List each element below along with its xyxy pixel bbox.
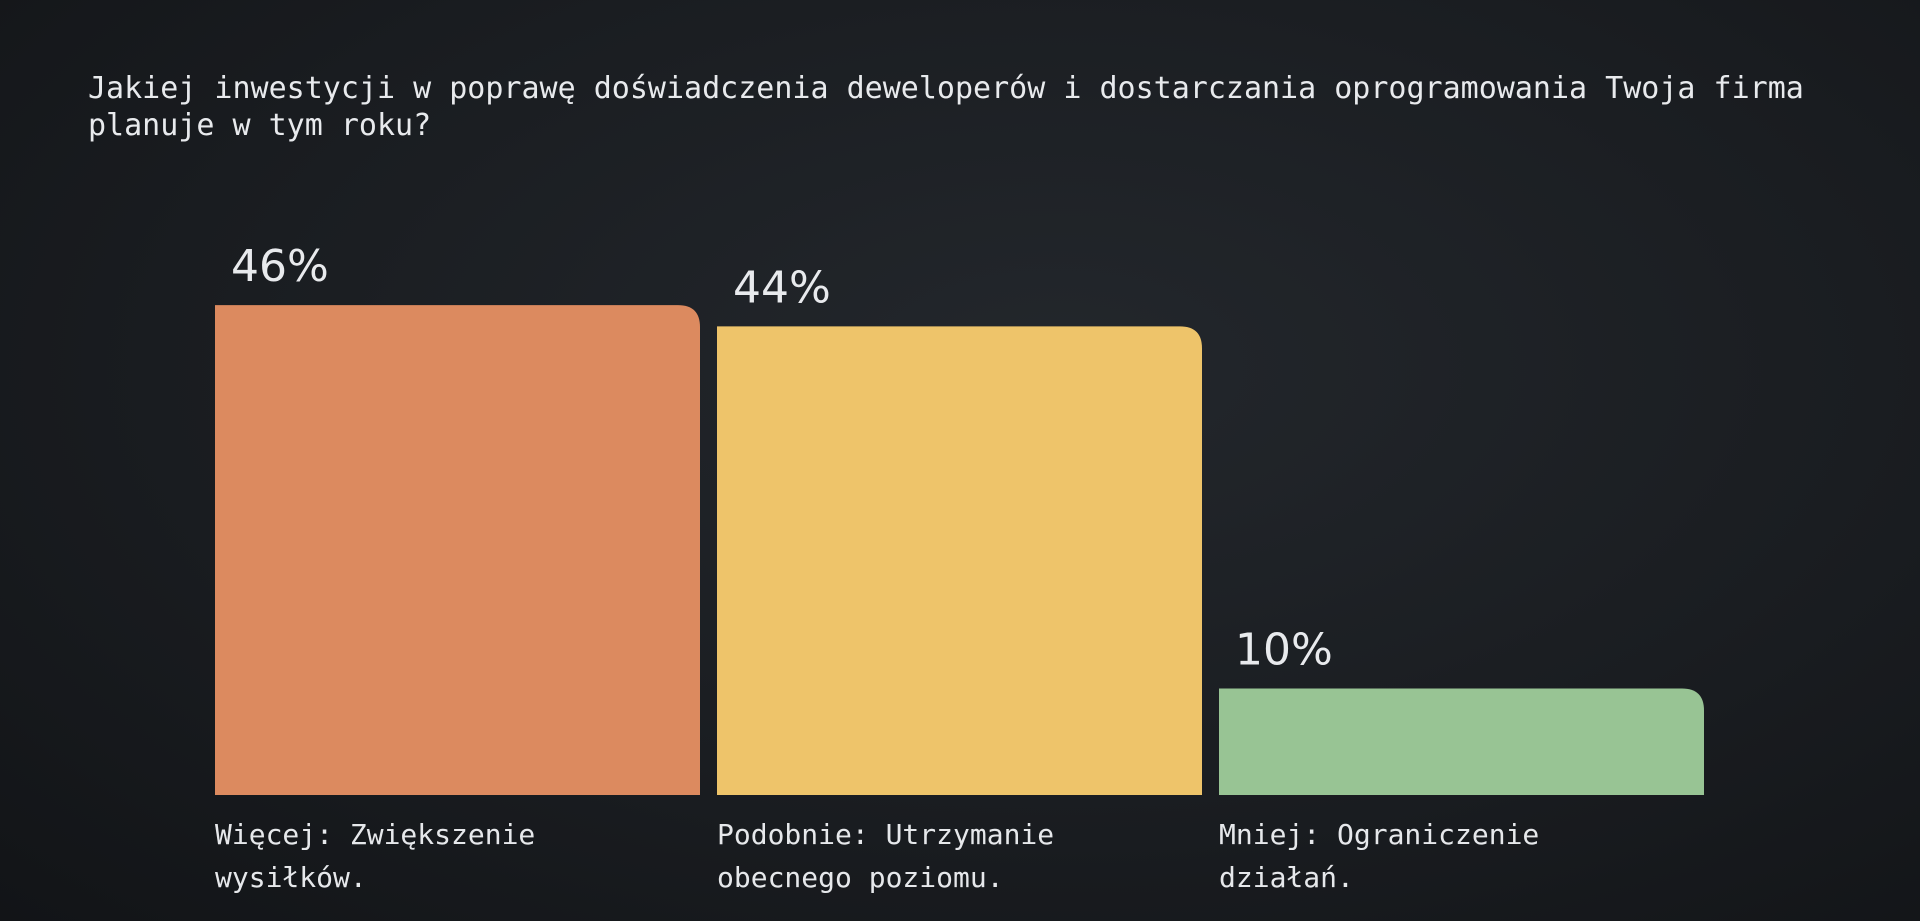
category-label-podobnie: Podobnie: Utrzymanie obecnego poziomu. xyxy=(717,818,1055,894)
category-label-mniej: Mniej: Ograniczenie działań. xyxy=(1219,818,1540,894)
bar-mniej xyxy=(1219,688,1704,795)
value-label-wiecej: 46% xyxy=(231,241,329,292)
category-label-wiecej: Więcej: Zwiększenie wysiłków. xyxy=(215,818,536,894)
chart-title: Jakiej inwestycji w poprawę doświadczeni… xyxy=(88,71,1804,143)
bar-wiecej xyxy=(215,305,700,795)
value-label-mniej: 10% xyxy=(1235,625,1333,676)
bar-podobnie xyxy=(717,326,1202,795)
value-label-podobnie: 44% xyxy=(733,262,831,313)
